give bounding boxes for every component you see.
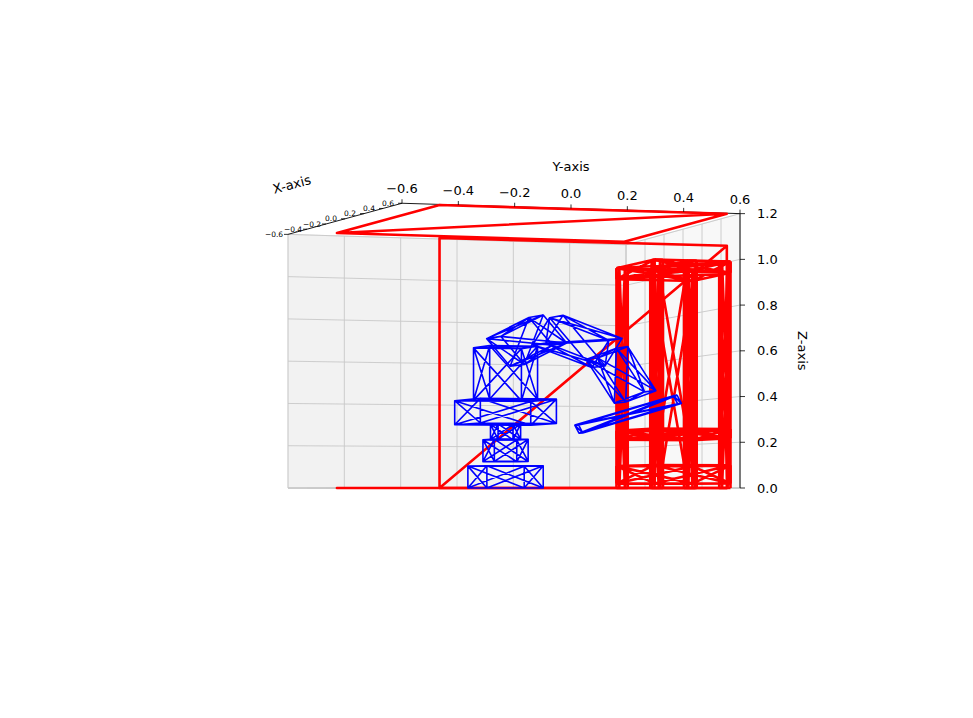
x-tick-label: 0.0 bbox=[325, 214, 337, 223]
tick bbox=[740, 259, 745, 260]
back-pane bbox=[288, 234, 626, 488]
y-tick-label: −0.6 bbox=[386, 181, 418, 196]
x-tick-label: 0.6 bbox=[382, 199, 394, 208]
obstacle-box bbox=[616, 429, 730, 440]
y-tick-label: 0.6 bbox=[730, 192, 751, 207]
tick bbox=[740, 210, 741, 214]
y-tick-label: −0.2 bbox=[499, 185, 531, 200]
grid-line bbox=[326, 234, 664, 488]
obstacle-box bbox=[440, 238, 727, 488]
tick bbox=[303, 229, 307, 230]
tick bbox=[740, 488, 745, 489]
robot-link bbox=[483, 439, 528, 462]
y-tick-label: 0.4 bbox=[673, 190, 694, 205]
x-tick-label: 0.2 bbox=[344, 209, 356, 218]
tick bbox=[379, 208, 383, 209]
tick bbox=[514, 203, 515, 207]
z-tick-label: 0.0 bbox=[757, 481, 778, 496]
z-axis-label: Z-axis bbox=[795, 331, 810, 371]
grid bbox=[288, 214, 740, 488]
grid-line bbox=[288, 442, 740, 447]
marks bbox=[337, 205, 731, 488]
z-tick-label: 1.2 bbox=[757, 206, 778, 221]
tick-labels: −0.6−0.4−0.20.00.20.40.6−0.6−0.4−0.20.00… bbox=[265, 159, 810, 495]
z-tick-label: 0.4 bbox=[757, 389, 778, 404]
tick bbox=[740, 350, 745, 351]
grid-line bbox=[457, 240, 571, 488]
obstacle-box bbox=[337, 205, 727, 242]
tick bbox=[398, 203, 402, 204]
z-tick-label: 0.2 bbox=[757, 435, 778, 450]
obstacle-box bbox=[616, 465, 730, 483]
z-tick-label: 0.8 bbox=[757, 298, 778, 313]
robot-link bbox=[455, 398, 557, 425]
x-tick-label: −0.4 bbox=[284, 225, 302, 234]
robot-link bbox=[468, 466, 543, 488]
axes bbox=[288, 203, 740, 488]
y-tick-label: 0.0 bbox=[561, 186, 582, 201]
tick bbox=[740, 396, 745, 397]
x-tick-label: −0.2 bbox=[303, 220, 321, 229]
tick bbox=[683, 208, 684, 212]
robot-link bbox=[586, 347, 656, 403]
robot-link bbox=[490, 424, 520, 440]
tick bbox=[627, 206, 628, 210]
tick bbox=[341, 218, 345, 219]
x-axis-label: X-axis bbox=[271, 172, 313, 197]
tick bbox=[322, 224, 326, 225]
y-tick-label: −0.4 bbox=[443, 183, 475, 198]
x-tick-label: −0.6 bbox=[265, 230, 283, 239]
tick bbox=[402, 199, 403, 203]
chart: −0.6−0.4−0.20.00.20.40.6−0.6−0.4−0.20.00… bbox=[0, 0, 973, 718]
obstacle-box bbox=[719, 261, 730, 488]
tick bbox=[284, 234, 288, 235]
z-tick-label: 1.0 bbox=[757, 252, 778, 267]
tick bbox=[740, 213, 745, 214]
obstacle-box bbox=[650, 260, 696, 488]
tick bbox=[740, 442, 745, 443]
x-tick-label: 0.4 bbox=[363, 204, 375, 213]
grid-line bbox=[288, 305, 740, 326]
z-tick-label: 0.6 bbox=[757, 343, 778, 358]
tick bbox=[360, 213, 364, 214]
robot-link bbox=[533, 315, 622, 367]
panes bbox=[288, 214, 740, 488]
tick bbox=[740, 305, 745, 306]
y-tick-label: 0.2 bbox=[617, 188, 638, 203]
y-axis-label: Y-axis bbox=[551, 159, 589, 174]
tick bbox=[571, 204, 572, 208]
grid-line bbox=[364, 224, 702, 488]
tick bbox=[458, 201, 459, 205]
robot-link bbox=[575, 395, 682, 433]
